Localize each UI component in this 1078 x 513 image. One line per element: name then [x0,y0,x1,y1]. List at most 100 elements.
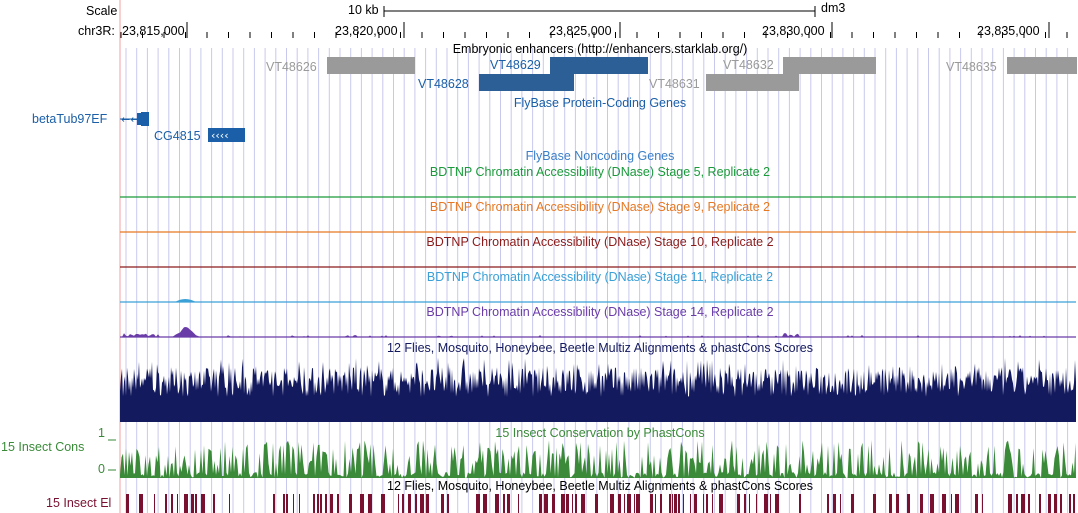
conserved-element [703,494,704,513]
conserved-element [706,494,708,513]
conserved-element [195,494,197,513]
conserved-element [624,494,625,513]
conserved-element [610,494,614,513]
enhancer-label[interactable]: VT48631 [649,77,700,91]
conserved-element [561,494,565,513]
dnase-track-title[interactable]: BDTNP Chromatin Accessibility (DNase) St… [429,165,771,179]
conserved-element [518,494,519,513]
conserved-element [920,494,923,513]
conserved-element [171,494,173,513]
noncoding-genes-track-title[interactable]: FlyBase Noncoding Genes [525,149,675,163]
conserved-element [441,494,444,513]
conserved-element [955,494,959,513]
conserved-element [618,494,621,513]
position-label: 23,815,000 [122,24,185,38]
conserved-element [737,494,740,513]
scale-bar-label: 10 kb [348,3,379,17]
enhancer-label[interactable]: VT48628 [418,77,469,91]
conserved-element [749,494,750,513]
conserved-element [694,494,697,513]
conserved-element [650,494,653,513]
conserved-element [930,494,934,513]
multiz-track-title[interactable]: 12 Flies, Mosquito, Honeybee, Beetle Mul… [387,341,813,355]
conserved-element [690,494,691,513]
conserved-element [495,494,499,513]
elements-side-label[interactable]: 15 Insect El [46,496,112,510]
enhancer-label[interactable]: VT48635 [946,60,997,74]
conserved-element [360,494,364,513]
enhancer-box [706,74,799,91]
conserved-element [572,494,573,513]
dnase-track-title[interactable]: BDTNP Chromatin Accessibility (DNase) St… [426,235,774,249]
conserved-element [799,494,801,513]
conserved-element [942,494,946,513]
conserved-element [483,494,487,513]
enhancer-label[interactable]: VT48632 [723,58,774,72]
conserved-element [415,494,417,513]
multiz-conservation-signal [120,357,1076,422]
conserved-element [184,494,188,513]
dnase-track-title[interactable]: BDTNP Chromatin Accessibility (DNase) St… [429,200,771,214]
conserved-element [325,494,327,513]
conserved-element [420,494,424,513]
conserved-element [213,494,215,513]
conserved-element [544,494,548,513]
conserved-element [177,494,178,513]
dnase-track-title[interactable]: BDTNP Chromatin Accessibility (DNase) St… [426,270,774,284]
conserved-element [575,494,577,513]
conserved-element [1028,494,1030,513]
dnase-track-title[interactable]: BDTNP Chromatin Accessibility (DNase) St… [426,305,774,319]
gene-exon [208,128,245,142]
conserved-element [139,494,143,513]
conserved-element [229,494,230,513]
conserved-element [1054,494,1057,513]
conserved-element [660,494,662,513]
gene-exon [137,113,141,125]
conserved-element [655,494,656,513]
chrom-label: chr3R: [78,24,115,38]
conserved-element [1016,494,1018,513]
conserved-element [627,494,631,513]
phastcons-axis-max: 1 [98,426,105,440]
conserved-element [770,494,771,513]
conserved-element [283,494,285,513]
dnase-signal [120,327,1076,337]
conserved-element [539,494,542,513]
conserved-element [756,494,757,513]
conserved-element [982,494,983,513]
enhancer-label[interactable]: VT48629 [490,58,541,72]
conserved-element [672,494,673,513]
gene-label[interactable]: betaTub97EF [32,112,108,126]
phastcons-axis-min: 0 [98,462,105,476]
conserved-element [975,494,978,513]
enhancer-box [1007,57,1077,74]
conserved-element [337,494,339,513]
conserved-element [126,494,129,513]
conserved-element [636,494,640,513]
conserved-element [827,494,829,513]
coding-genes-track-title[interactable]: FlyBase Protein-Coding Genes [513,96,687,110]
gene-label[interactable]: CG4815 [154,129,201,143]
conserved-element [896,494,899,513]
assembly-label: dm3 [821,1,846,15]
conserved-element [744,494,746,513]
position-label: 23,825,000 [549,24,612,38]
phastcons-track-title[interactable]: 15 Insect Conservation by PhastCons [495,426,705,440]
elements-track-title[interactable]: 12 Flies, Mosquito, Honeybee, Beetle Mul… [387,479,813,493]
enhancer-box [327,57,415,74]
conserved-element [581,494,585,513]
enhancer-label[interactable]: VT48626 [266,60,317,74]
conserved-element [833,494,836,513]
conserved-element [368,494,372,513]
conserved-element [320,494,322,513]
enhancers-track-title[interactable]: Embryonic enhancers (http://enhancers.st… [452,42,748,56]
conserved-element [1048,494,1051,513]
enhancer-box [783,57,876,74]
position-label: 23,835,000 [977,24,1040,38]
phastcons-side-label[interactable]: 15 Insect Cons [1,440,85,454]
conserved-element [398,494,399,513]
conserved-element [775,494,779,513]
enhancer-box [479,74,574,91]
